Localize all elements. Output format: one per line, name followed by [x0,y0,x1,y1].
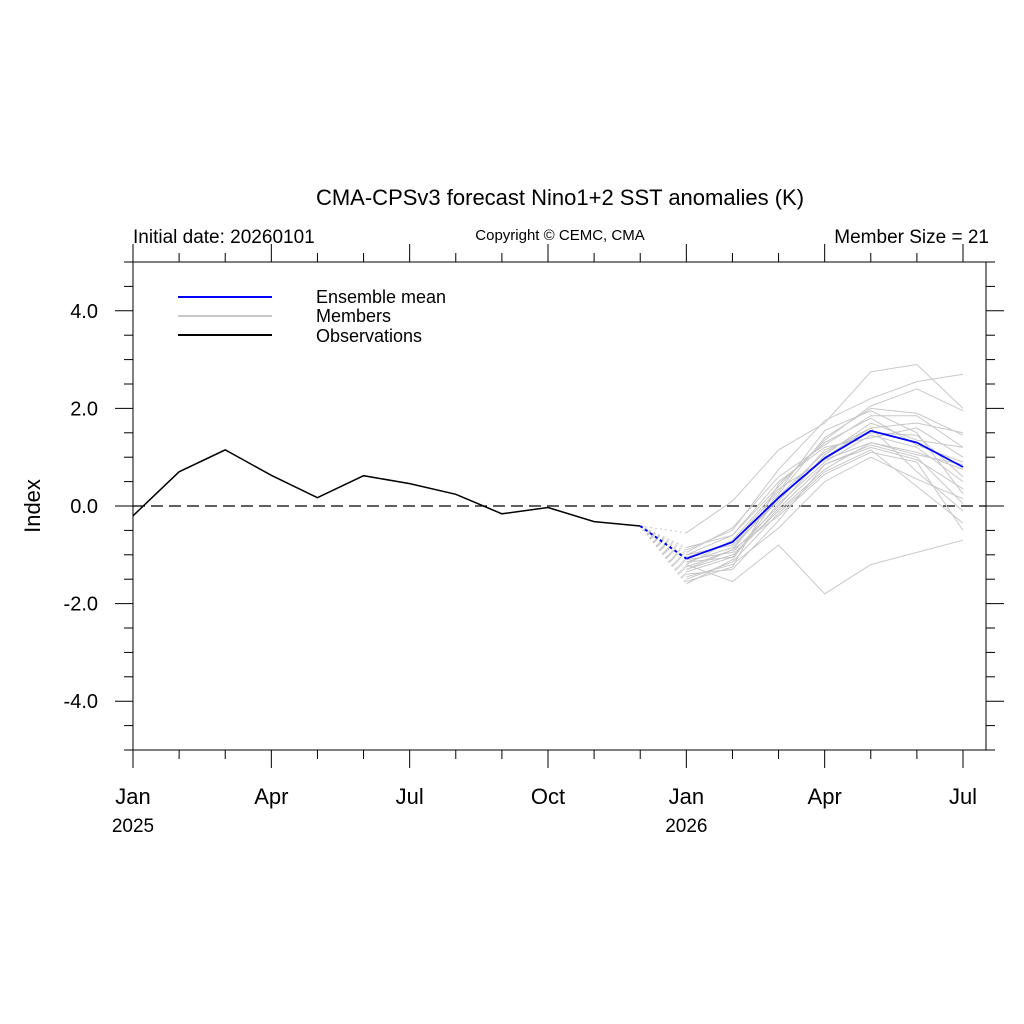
member-connector-21 [639,525,687,582]
member-line-6 [686,442,964,570]
member-line-8 [686,415,964,553]
initial-date-label: Initial date: 20260101 [133,227,315,248]
y-tick-label: -4.0 [64,691,98,713]
member-line-11 [686,410,964,558]
member-connector-12 [639,525,687,568]
x-tick-label: Apr [254,784,288,809]
member-line-17 [686,449,964,580]
observations-line [132,449,641,527]
member-line-3 [686,373,964,551]
x-tick-label: Jul [949,784,977,809]
member-line-13 [686,427,964,548]
plot-area: -4.0 -2.0 0.0 2.0 4.0 Jan Apr Jul Oct Jan Apr Jul 20… [64,244,1004,837]
member-line-21 [686,417,964,583]
y-tick-label: -2.0 [64,594,98,616]
member-line-19 [686,407,964,570]
member-line-18 [686,432,964,556]
x-tick-label: Jul [396,784,424,809]
member-line-7 [686,456,964,578]
ensemble-mean-line [685,429,964,560]
member-connector-14 [639,525,687,575]
y-tick-label: 4.0 [70,301,98,323]
legend-label-ensemble-mean: Ensemble mean [316,287,446,307]
member-size-label: Member Size = 21 [834,227,989,248]
member-line-20 [686,444,964,563]
member-connector-2 [640,525,687,534]
member-connector-3 [639,525,687,551]
member-line-14 [686,446,964,575]
x-year-label: 2025 [112,816,154,837]
x-tick-label: Jan [115,784,150,809]
member-line-10 [686,427,964,585]
member-line-5 [686,422,964,563]
x-tick-label: Jan [669,784,704,809]
member-line-1 [686,539,964,595]
copyright-label: Copyright © CEMC, CMA [475,227,644,244]
member-connector-10 [639,525,687,585]
legend-label-members: Members [316,306,391,326]
y-tick-label: 0.0 [70,496,98,518]
member-connector-13 [640,525,687,548]
y-axis-label: Index [20,479,45,533]
member-connector-8 [639,525,687,553]
member-connector-19 [639,525,687,570]
chart-title: CMA-CPSv3 forecast Nino1+2 SST anomalies… [316,185,804,210]
x-tick-label: Apr [808,784,842,809]
y-tick-label: 2.0 [70,398,98,420]
legend-label-observations: Observations [316,326,422,346]
legend: Ensemble mean Members Observations [178,287,446,346]
x-year-label: 2026 [665,816,707,837]
member-connector-11 [639,525,687,558]
member-connector-18 [639,525,687,556]
member-line-15 [686,422,964,561]
member-line-16 [686,442,964,566]
x-tick-label: Oct [531,784,565,809]
member-line-2 [686,363,964,534]
